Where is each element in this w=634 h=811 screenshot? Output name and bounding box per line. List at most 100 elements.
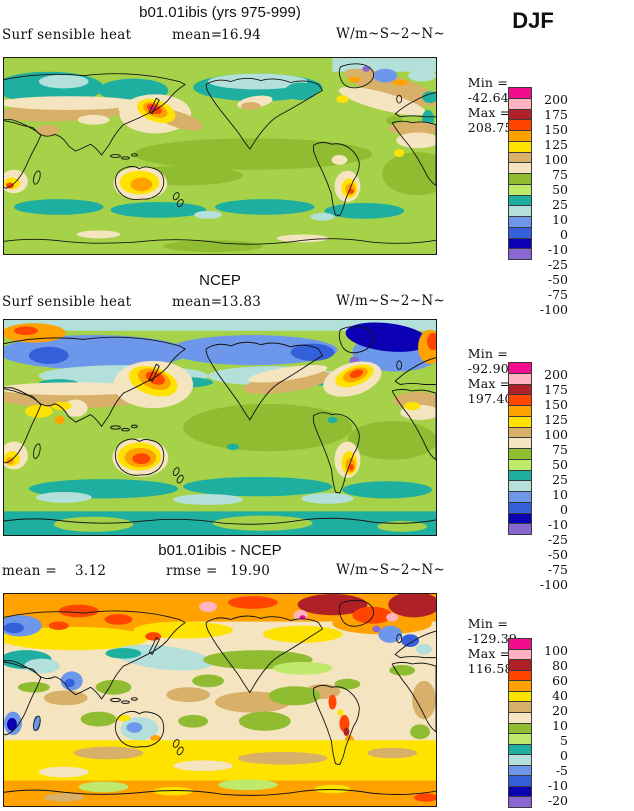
colorbar-tick-label: -25 bbox=[547, 532, 568, 547]
colorbar-cell bbox=[509, 206, 531, 217]
colorbar-cell bbox=[509, 492, 531, 503]
colorbar-cell bbox=[509, 755, 531, 766]
colorbar-cell bbox=[509, 765, 531, 777]
colorbar-cell bbox=[509, 797, 531, 807]
colorbar-tick-label: -75 bbox=[547, 562, 568, 577]
colorbar-tick-label: -10 bbox=[547, 778, 568, 793]
panel3-mean-label: mean = bbox=[2, 563, 57, 579]
panel1-field-label: Surf sensible heat bbox=[2, 27, 132, 43]
panel2-max-value: 197.40 bbox=[467, 391, 513, 406]
colorbar-tick-label: -40 bbox=[534, 808, 568, 811]
colorbar-cell bbox=[509, 639, 531, 650]
colorbar-cell bbox=[509, 524, 531, 534]
colorbar-tick-label: 200 bbox=[544, 92, 568, 107]
colorbar-cell bbox=[509, 152, 531, 164]
colorbar-cell bbox=[509, 384, 531, 396]
colorbar-tick-label: -50 bbox=[547, 272, 568, 287]
colorbar-tick-label: 80 bbox=[552, 658, 568, 673]
colorbar-tick-label: 75 bbox=[552, 442, 568, 457]
colorbar-cell bbox=[509, 141, 531, 153]
panel2-minmax: Min = -92.90 Max = 197.40 bbox=[451, 331, 513, 421]
colorbar-tick-label: 50 bbox=[552, 457, 568, 472]
panel3-units: W/m~S~2~N~ bbox=[336, 562, 446, 578]
panel2-min-label: Min = bbox=[467, 346, 508, 361]
colorbar-ncep-labels: 200 175 150 125 100 75 50 25 10 0 -10 -2… bbox=[534, 367, 568, 592]
colorbar-cell bbox=[509, 660, 531, 671]
colorbar-tick-label: 0 bbox=[560, 748, 568, 763]
colorbar-cell bbox=[509, 174, 531, 185]
colorbar-tick-label: 10 bbox=[552, 212, 568, 227]
colorbar-tick-label: 75 bbox=[552, 167, 568, 182]
colorbar-cell bbox=[509, 427, 531, 439]
colorbar-diff bbox=[508, 638, 532, 808]
panel3-rmse-value: 19.90 bbox=[230, 563, 271, 579]
season-title: DJF bbox=[512, 8, 554, 33]
colorbar-tick-label: 0 bbox=[560, 227, 568, 242]
colorbar-cell bbox=[509, 502, 531, 514]
colorbar-cell bbox=[509, 88, 531, 99]
colorbar-tick-label: -50 bbox=[547, 547, 568, 562]
colorbar-tick-label: 25 bbox=[552, 197, 568, 212]
colorbar-tick-label: 60 bbox=[552, 673, 568, 688]
colorbar-tick-label: 125 bbox=[544, 137, 568, 152]
colorbar-cell bbox=[509, 702, 531, 713]
map-model bbox=[3, 57, 437, 255]
colorbar-cell bbox=[509, 786, 531, 798]
colorbar-cell bbox=[509, 406, 531, 417]
colorbar-cell bbox=[509, 670, 531, 682]
colorbar-tick-label: -5 bbox=[555, 763, 568, 778]
panel3-minmax: Min = -129.39 Max = 116.58 bbox=[451, 601, 517, 691]
colorbar-cell bbox=[509, 691, 531, 703]
panel1-max-value: 208.75 bbox=[467, 120, 513, 135]
colorbar-cell bbox=[509, 109, 531, 121]
colorbar-cell bbox=[509, 649, 531, 661]
colorbar-cell bbox=[509, 416, 531, 428]
colorbar-tick-label: 150 bbox=[544, 122, 568, 137]
panel1-mean-label: mean= bbox=[172, 27, 223, 43]
colorbar-cell bbox=[509, 163, 531, 174]
colorbar-tick-label: -100 bbox=[539, 302, 568, 317]
panel3-min-label: Min = bbox=[467, 616, 508, 631]
panel1-min-label: Min = bbox=[467, 75, 508, 90]
colorbar-tick-label: 175 bbox=[544, 382, 568, 397]
panel2-min-value: -92.90 bbox=[467, 361, 509, 376]
panel1-mean-value: 16.94 bbox=[221, 27, 262, 43]
panel3-max-value: 116.58 bbox=[467, 661, 513, 676]
panel2-mean-value: 13.83 bbox=[221, 294, 262, 310]
colorbar-tick-label: 20 bbox=[552, 703, 568, 718]
panel1-min-value: -42.64 bbox=[467, 90, 509, 105]
panel2-mean-label: mean= bbox=[172, 294, 223, 310]
colorbar-cell bbox=[509, 481, 531, 492]
colorbar-model-labels: 200 175 150 125 100 75 50 25 10 0 -10 -2… bbox=[534, 92, 568, 317]
panel3-title: b01.01ibis - NCEP bbox=[158, 542, 282, 559]
panel1-title: b01.01ibis (yrs 975-999) bbox=[139, 4, 301, 21]
map-diff bbox=[3, 593, 437, 807]
colorbar-cell bbox=[509, 459, 531, 471]
panel2-title: NCEP bbox=[199, 272, 241, 289]
colorbar-cell bbox=[509, 513, 531, 525]
colorbar-cell bbox=[509, 734, 531, 745]
colorbar-model bbox=[508, 87, 532, 260]
panel3-mean-value: 3.12 bbox=[75, 563, 107, 579]
colorbar-cell bbox=[509, 373, 531, 385]
colorbar-cell bbox=[509, 395, 531, 406]
colorbar-tick-label: -10 bbox=[547, 242, 568, 257]
colorbar-cell bbox=[509, 238, 531, 250]
panel1-max-label: Max = bbox=[467, 105, 511, 120]
colorbar-cell bbox=[509, 712, 531, 724]
panel3-min-value: -129.39 bbox=[467, 631, 518, 646]
colorbar-cell bbox=[509, 195, 531, 207]
colorbar-tick-label: 25 bbox=[552, 472, 568, 487]
colorbar-cell bbox=[509, 681, 531, 692]
colorbar-cell bbox=[509, 249, 531, 259]
colorbar-tick-label: 5 bbox=[560, 733, 568, 748]
panel3-max-label: Max = bbox=[467, 646, 511, 661]
colorbar-cell bbox=[509, 438, 531, 449]
colorbar-tick-label: -100 bbox=[539, 577, 568, 592]
map-ncep bbox=[3, 319, 437, 536]
colorbar-tick-label: 125 bbox=[544, 412, 568, 427]
colorbar-tick-label: 10 bbox=[552, 718, 568, 733]
panel2-max-label: Max = bbox=[467, 376, 511, 391]
colorbar-cell bbox=[509, 120, 531, 131]
